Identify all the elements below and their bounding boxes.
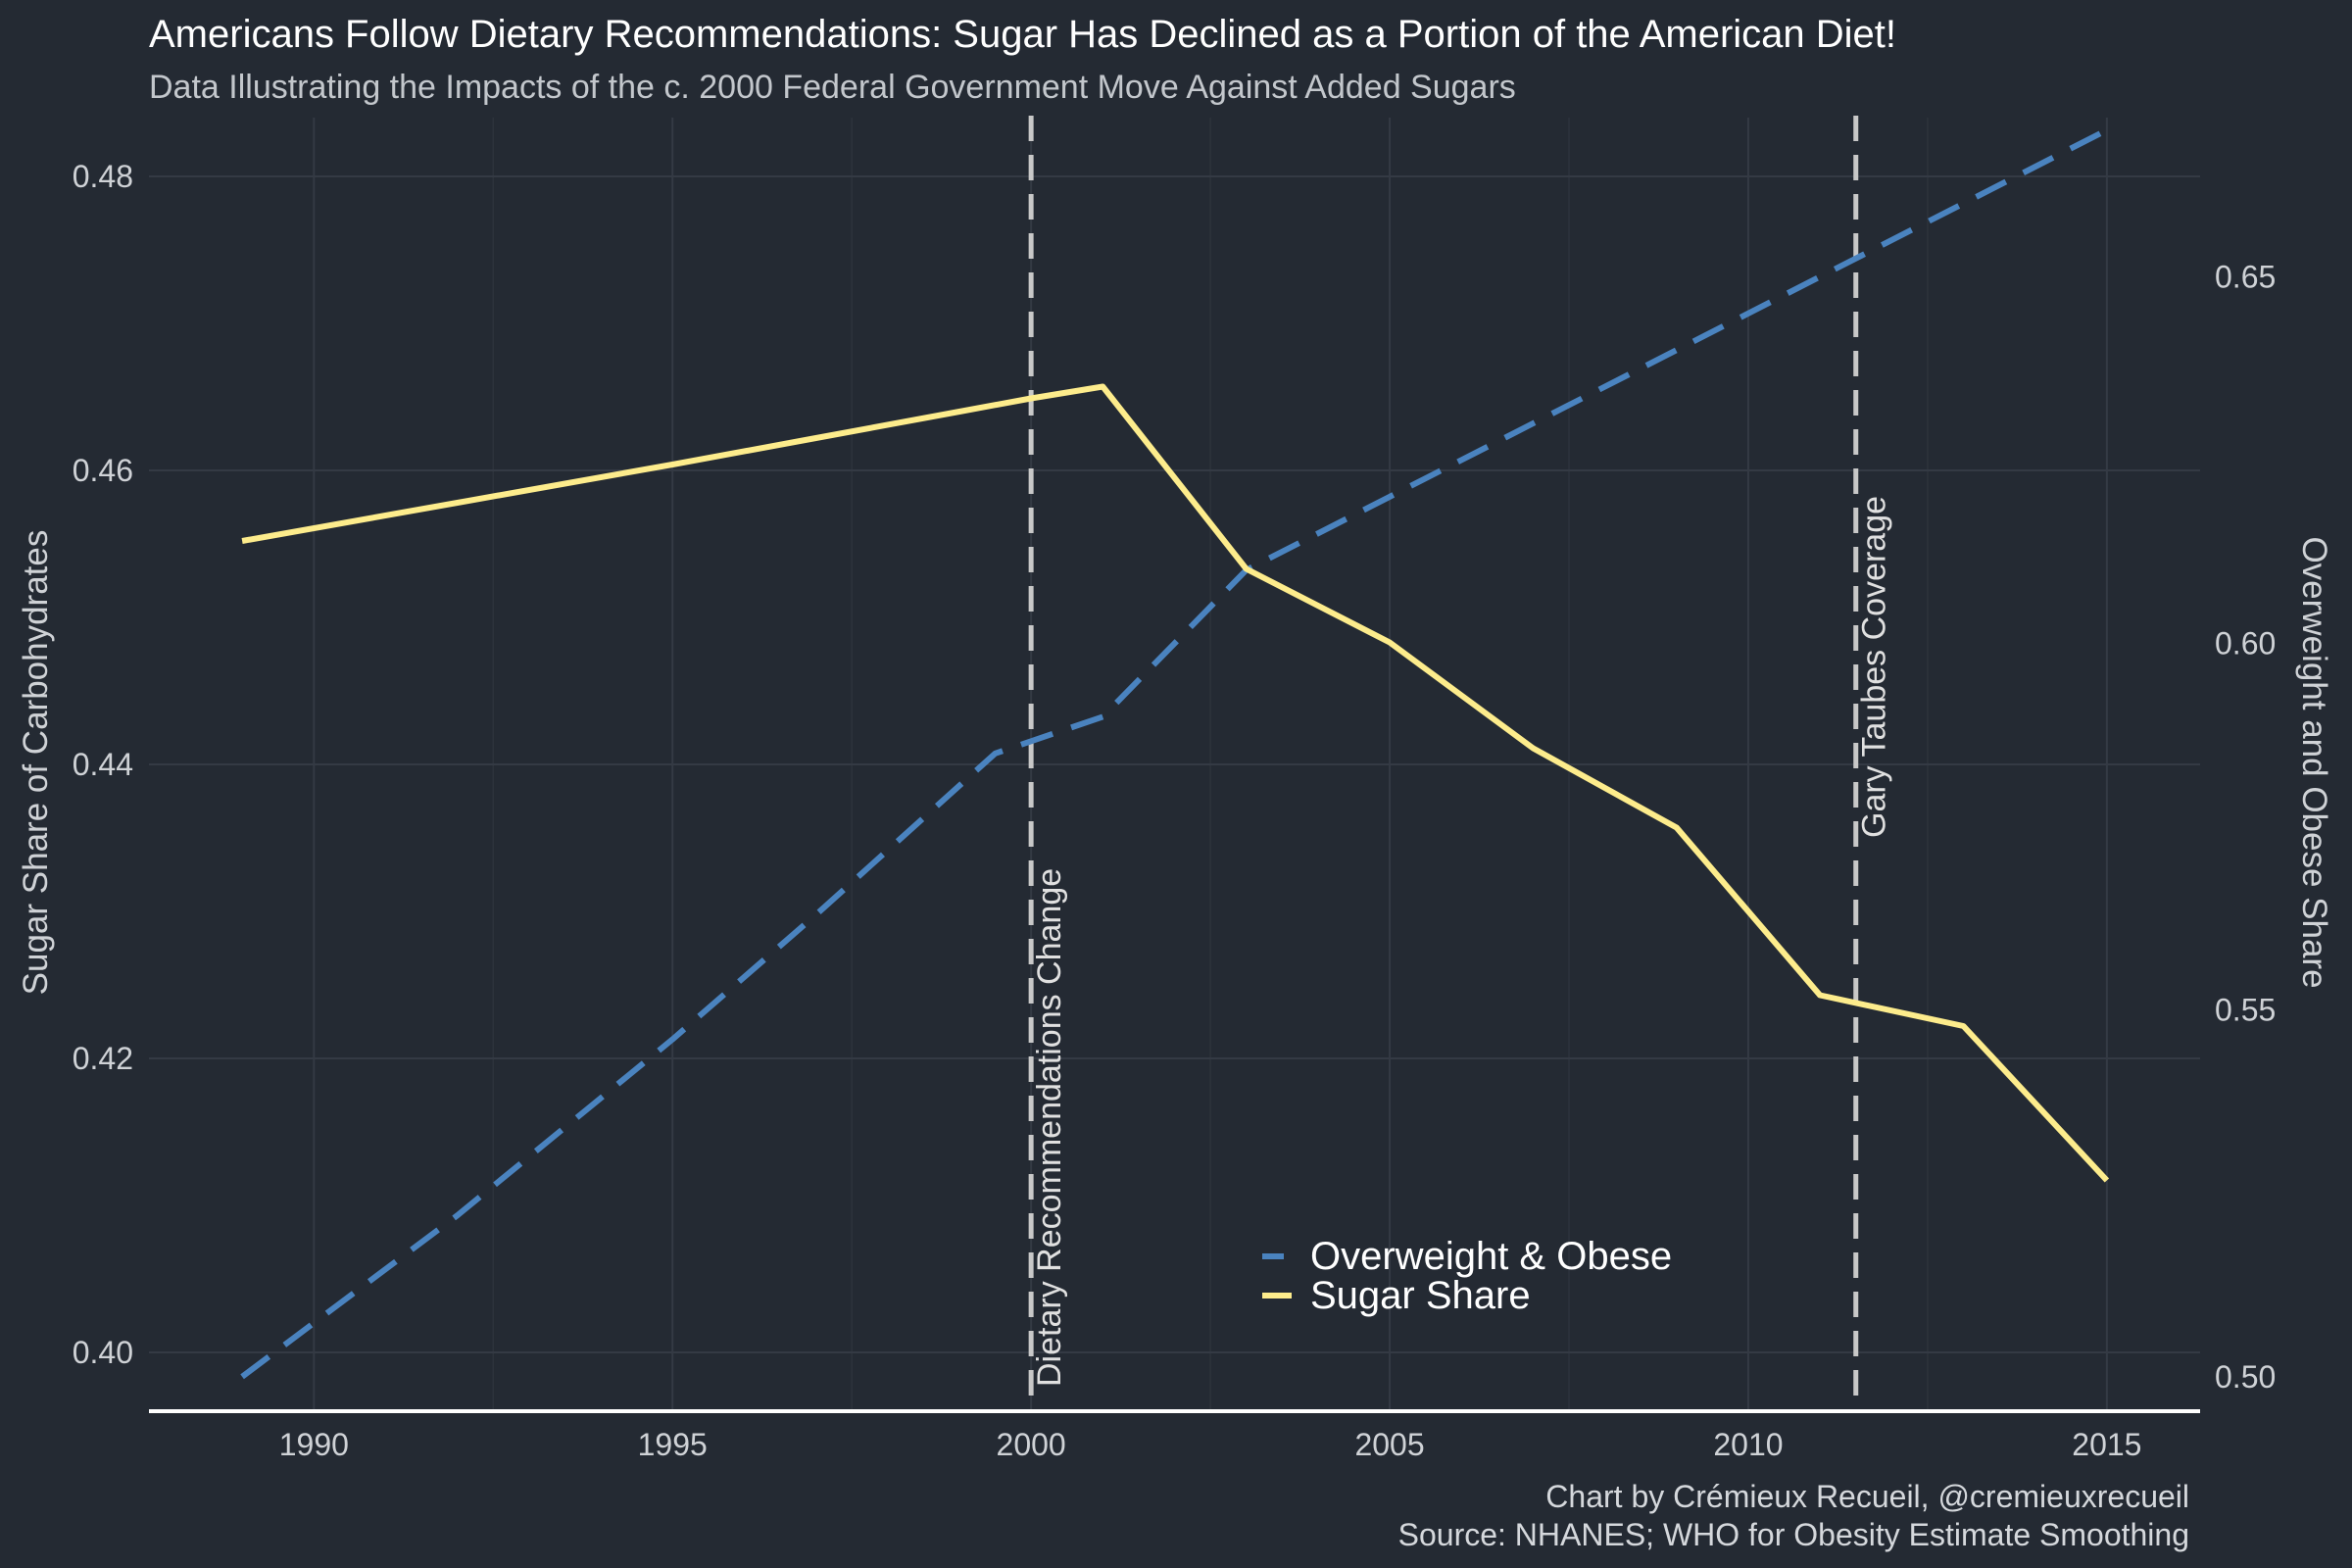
y-left-axis-ticks: 0.40 0.42 0.44 0.46 0.48 — [73, 159, 133, 1370]
y-left-axis-title: Sugar Share of Carbohydrates — [17, 530, 55, 996]
y-left-tick-label: 0.48 — [73, 159, 133, 194]
annotation-label-1: Gary Taubes Coverage — [1856, 496, 1893, 838]
x-tick-label: 1995 — [638, 1427, 708, 1462]
caption-source: Source: NHANES; WHO for Obesity Estimate… — [1398, 1517, 2189, 1552]
series-line-1 — [241, 383, 2110, 1183]
x-tick-label: 2010 — [1713, 1427, 1783, 1462]
legend: Overweight & Obese Sugar Share — [1262, 1235, 1672, 1317]
legend-label-overweight: Overweight & Obese — [1310, 1235, 1672, 1278]
y-right-tick-label: 0.60 — [2215, 626, 2276, 662]
y-left-tick-label: 0.46 — [73, 453, 133, 488]
annotation-lines: Dietary Recommendations Change Gary Taube… — [1028, 116, 1893, 1411]
legend-label-sugar: Sugar Share — [1310, 1274, 1531, 1317]
y-left-tick-label: 0.44 — [73, 747, 133, 782]
y-right-axis-title: Overweight and Obese Share — [2295, 536, 2333, 988]
x-tick-label: 2000 — [997, 1427, 1066, 1462]
chart-subtitle: Data Illustrating the Impacts of the c. … — [149, 69, 1516, 106]
y-right-axis-ticks: 0.50 0.55 0.60 0.65 — [2215, 259, 2276, 1394]
x-tick-label: 2015 — [2072, 1427, 2141, 1462]
series-lines — [240, 127, 2110, 1380]
caption-credit: Chart by Crémieux Recueil, @cremieuxrecu… — [1545, 1479, 2189, 1514]
y-right-tick-label: 0.50 — [2215, 1359, 2276, 1395]
chart-title: Americans Follow Dietary Recommendations… — [149, 13, 1896, 56]
x-axis-ticks: 1990 1995 2000 2005 2010 2015 — [279, 1427, 2142, 1462]
y-right-tick-label: 0.65 — [2215, 259, 2276, 294]
x-tick-label: 2005 — [1354, 1427, 1424, 1462]
x-tick-label: 1990 — [279, 1427, 349, 1462]
y-left-tick-label: 0.42 — [73, 1041, 133, 1076]
annotation-label-0: Dietary Recommendations Change — [1031, 868, 1068, 1387]
y-left-tick-label: 0.40 — [73, 1335, 133, 1370]
y-right-tick-label: 0.55 — [2215, 993, 2276, 1028]
